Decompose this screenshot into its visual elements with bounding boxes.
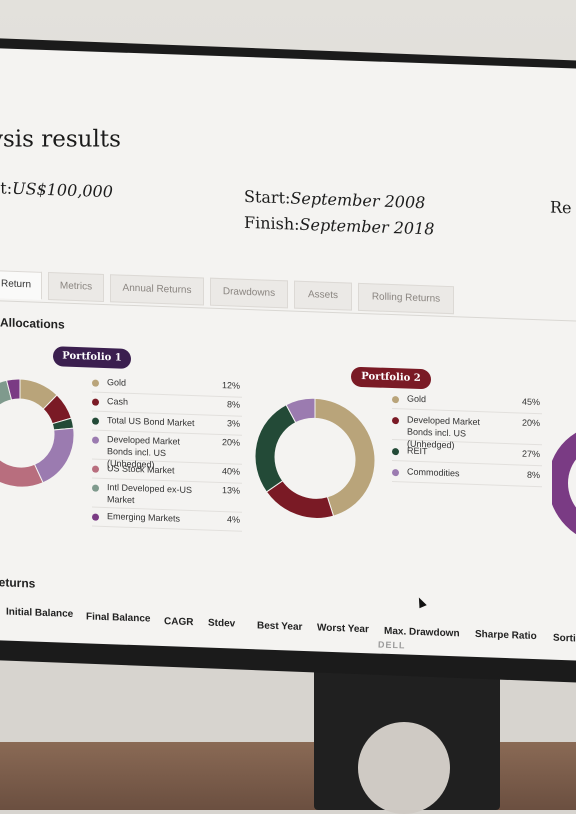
- portfolio-2-legend-item: Commodities 8%: [392, 465, 542, 488]
- portfolio-1-badge: Portfolio 1: [53, 346, 131, 369]
- portfolio-2-donut: [254, 397, 376, 519]
- initial-amount: nt:US$100,000: [0, 178, 113, 201]
- portfolio-2-legend-swatch: [392, 417, 399, 425]
- column-sortino-partial[interactable]: Sorti: [553, 632, 576, 645]
- allocations-heading: Allocations: [0, 315, 65, 332]
- portfolio-2-legend-item: REIT 27%: [392, 444, 542, 467]
- portfolio-1-legend-value: 8%: [226, 399, 240, 410]
- portfolio-1-legend-swatch: [92, 398, 99, 406]
- monitor-screen: ysis results nt:US$100,000 Start:Septemb…: [0, 48, 576, 661]
- start-date: Start:September 2008: [244, 187, 425, 212]
- column-best-year[interactable]: Best Year: [257, 620, 303, 633]
- portfolio-2-legend-item: Gold 45%: [392, 392, 542, 415]
- tab-drawdowns[interactable]: Drawdowns: [210, 277, 288, 309]
- portfolio-1-legend-item: Developed Market Bonds incl. US (Unhedge…: [92, 432, 242, 470]
- start-value: September 2008: [290, 188, 426, 213]
- portfolio-2-legend-swatch: [392, 448, 399, 456]
- portfolio-1-legend-value: 13%: [221, 485, 240, 496]
- donut1-slice-4: [0, 404, 44, 488]
- tab-rolling-returns[interactable]: Rolling Returns: [358, 282, 454, 315]
- finish-date: Finish:September 2018: [244, 213, 434, 239]
- finish-value: September 2018: [299, 214, 435, 239]
- portfolio-2-legend-label: Commodities: [407, 466, 460, 479]
- portfolio-1-legend-label: Total US Bond Market: [107, 415, 195, 429]
- portfolio-1-legend-swatch: [92, 513, 99, 521]
- portfolio-1-donut: [0, 378, 75, 488]
- donut1-slice-3: [33, 427, 75, 484]
- portfolio-1-legend-value: 40%: [221, 466, 240, 477]
- finish-label: Finish:: [244, 212, 300, 234]
- rebalance-fragment: Re: [550, 198, 572, 218]
- portfolio-1-legend-swatch: [92, 417, 99, 425]
- portfolio-2-legend-label: REIT: [407, 445, 428, 457]
- portfolio-2-legend-label: Gold: [407, 393, 427, 405]
- donut2-slice-0: [314, 397, 376, 517]
- portfolio-1-legend-swatch: [92, 379, 99, 387]
- portfolio-1-legend-swatch: [92, 436, 99, 444]
- portfolio-1-legend-label: Emerging Markets: [107, 511, 181, 524]
- portfolio-2-legend-swatch: [392, 469, 399, 477]
- portfolio-1-legend-label: US Stock Market: [107, 463, 175, 476]
- portfolio-1-legend-item: Intl Developed ex-US Market 13%: [92, 480, 242, 513]
- portfolio-2-legend-value: 27%: [521, 448, 540, 460]
- portfolio-1-legend-label: Intl Developed ex-US Market: [107, 482, 193, 506]
- column-final-balance[interactable]: Final Balance: [86, 611, 151, 625]
- column-sharpe-ratio[interactable]: Sharpe Ratio: [475, 628, 537, 643]
- portfolio-1-legend-label: Cash: [107, 396, 129, 407]
- page-title: ysis results: [0, 126, 121, 153]
- portfolio-3-donut-partial: [552, 424, 576, 545]
- tab-assets[interactable]: Assets: [294, 280, 352, 311]
- initial-amount-label: nt:: [0, 178, 13, 198]
- portfolio-1-legend: Gold 12% Cash 8% Total US Bond Market 3% Devel…: [92, 375, 242, 551]
- portfolio-2-legend: Gold 45% Developed Market Bonds incl. US (…: [392, 392, 542, 497]
- portfolio-1-legend-value: 3%: [226, 418, 240, 429]
- returns-heading: Returns: [0, 575, 36, 591]
- portfolio-1-legend-swatch: [92, 465, 99, 473]
- tab-annual-returns[interactable]: Annual Returns: [110, 274, 204, 306]
- column-cagr[interactable]: CAGR: [164, 616, 194, 629]
- portfolio-2-legend-item: Developed Market Bonds incl. US (Unhedge…: [392, 413, 542, 450]
- portfolio-1-legend-item: Emerging Markets 4%: [92, 509, 242, 532]
- start-label: Start:: [244, 186, 291, 208]
- column-worst-year[interactable]: Worst Year: [317, 622, 369, 636]
- portfolio-2-legend-value: 8%: [526, 469, 540, 481]
- portfolio-1-legend-value: 20%: [221, 437, 240, 448]
- portfolio-1-legend-value: 4%: [226, 514, 240, 525]
- portfolio-1-legend-swatch: [92, 484, 99, 492]
- portfolio-2-legend-swatch: [392, 396, 399, 404]
- monitor-stand-cutout: [358, 722, 450, 814]
- dell-logo: DELL: [377, 639, 406, 651]
- column-initial-balance[interactable]: Initial Balance: [6, 606, 74, 620]
- tab-metrics[interactable]: Metrics: [48, 272, 104, 302]
- results-tabs: Return Metrics Annual Returns Drawdowns …: [0, 270, 576, 322]
- donut2-slice-3: [285, 397, 316, 424]
- donut1-slice-6: [5, 378, 21, 401]
- tab-return[interactable]: Return: [0, 270, 42, 300]
- portfolio-2-legend-value: 20%: [521, 417, 540, 429]
- rebalance-label: Re: [550, 197, 572, 218]
- column-stdev[interactable]: Stdev: [208, 617, 236, 630]
- donut2-slice-2: [254, 404, 297, 493]
- portfolio-2-badge: Portfolio 2: [351, 366, 431, 390]
- initial-amount-value: US$100,000: [12, 178, 113, 202]
- donut2-slice-1: [265, 480, 335, 519]
- portfolio-2-legend-value: 45%: [521, 396, 540, 408]
- mouse-cursor-icon: [415, 595, 427, 609]
- portfolio-1-legend-label: Gold: [107, 377, 127, 388]
- column-max-drawdown[interactable]: Max. Drawdown: [384, 625, 460, 640]
- portfolio-1-legend-value: 12%: [221, 380, 240, 391]
